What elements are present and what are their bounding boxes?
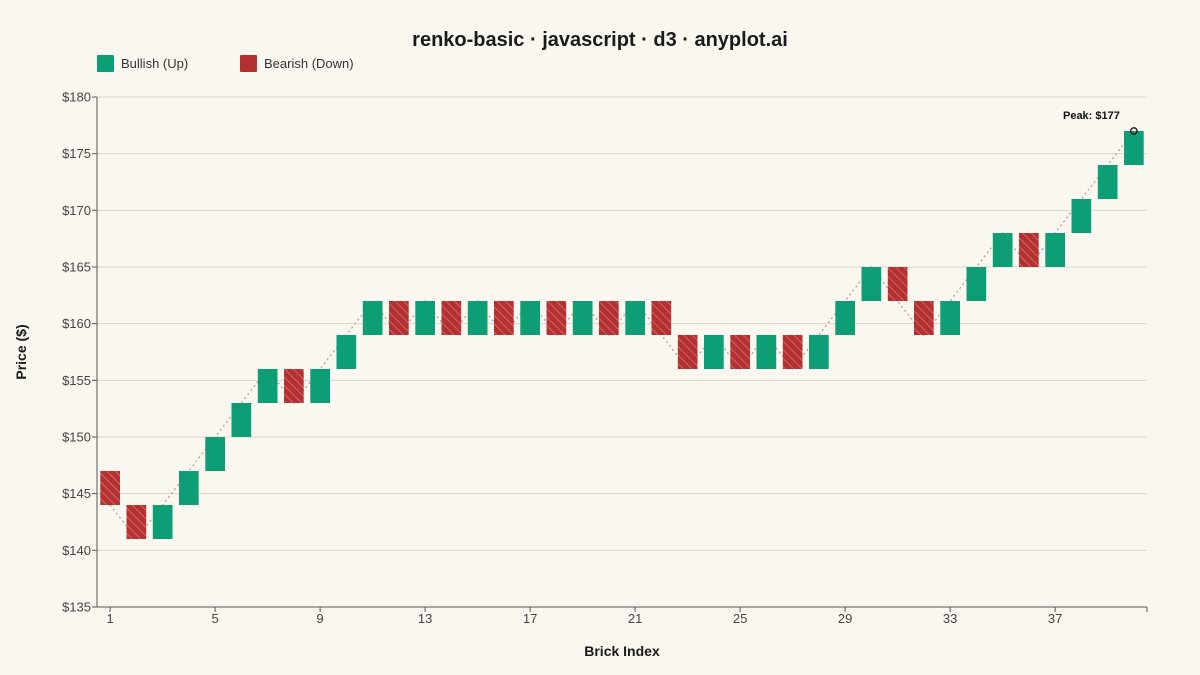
- axes: $135 $140 $145 $150 $155 $160 $165 $170 $175 $180…: [62, 90, 1148, 626]
- x-tick-label: 1: [107, 611, 114, 626]
- brick-bullish: [1097, 165, 1118, 199]
- peak-marker: [1130, 127, 1138, 135]
- brick-bullish: [835, 301, 855, 335]
- x-tick-label: 9: [317, 611, 324, 626]
- x-tick-label: 29: [838, 611, 852, 626]
- brick-bullish: [231, 403, 252, 437]
- y-tick-label: $170: [62, 203, 91, 218]
- legend-swatch-bullish: [97, 55, 114, 72]
- x-tick-label: 33: [943, 611, 957, 626]
- bricks: [100, 131, 1144, 539]
- brick-bullish: [572, 301, 593, 335]
- y-tick-label: $155: [62, 373, 91, 388]
- brick-bullish: [362, 301, 383, 335]
- brick-bearish: [730, 335, 750, 369]
- brick-bearish: [494, 301, 514, 335]
- brick-bearish: [284, 369, 304, 403]
- brick-bullish: [992, 233, 1013, 267]
- brick-bullish: [1124, 131, 1144, 165]
- y-tick-label: $135: [62, 600, 91, 615]
- brick-bearish: [126, 505, 147, 539]
- brick-bullish: [1071, 199, 1092, 233]
- legend-label-bullish: Bullish (Up): [121, 56, 188, 71]
- y-tick-label: $160: [62, 316, 91, 331]
- x-tick-label: 21: [628, 611, 642, 626]
- brick-bearish: [100, 471, 120, 505]
- brick-bearish: [1019, 233, 1039, 267]
- brick-bearish: [389, 301, 409, 335]
- brick-bullish: [861, 267, 882, 301]
- brick-bullish: [520, 301, 540, 335]
- y-tick-label: $175: [62, 146, 91, 161]
- brick-bullish: [1045, 233, 1065, 267]
- price-path: [109, 130, 1135, 541]
- brick-bearish: [441, 301, 462, 335]
- brick-bearish: [546, 301, 567, 335]
- brick-bullish: [415, 301, 435, 335]
- brick-bullish: [310, 369, 330, 403]
- brick-bullish: [625, 301, 645, 335]
- y-tick-label: $145: [62, 486, 91, 501]
- x-tick-label: 5: [212, 611, 219, 626]
- brick-bullish: [467, 301, 488, 335]
- brick-bullish: [152, 505, 173, 539]
- brick-bearish: [651, 301, 672, 335]
- brick-bullish: [940, 301, 960, 335]
- brick-bullish: [966, 267, 987, 301]
- x-tick-label: 17: [523, 611, 537, 626]
- x-axis-title: Brick Index: [584, 643, 660, 659]
- brick-bullish: [179, 471, 199, 505]
- brick-bullish: [756, 335, 777, 369]
- brick-bearish: [599, 301, 619, 335]
- grid: [97, 96, 1147, 608]
- brick-bullish: [704, 335, 724, 369]
- price-path-line: [109, 130, 1135, 541]
- legend-swatch-bearish: [240, 55, 257, 72]
- x-tick-label: 37: [1048, 611, 1062, 626]
- brick-bullish: [336, 335, 357, 369]
- legend: Bullish (Up) Bearish (Down): [97, 55, 354, 72]
- legend-item-bullish: Bullish (Up): [97, 55, 188, 72]
- peak-annotation-label: Peak: $177: [1063, 110, 1120, 122]
- y-tick-label: $180: [62, 90, 91, 105]
- brick-bearish: [914, 301, 934, 335]
- x-tick-label: 25: [733, 611, 747, 626]
- y-axis-title: Price ($): [13, 324, 29, 379]
- brick-bearish: [677, 335, 698, 369]
- y-tick-label: $140: [62, 543, 91, 558]
- brick-bullish: [257, 369, 278, 403]
- brick-bearish: [782, 335, 803, 369]
- y-tick-label: $165: [62, 260, 91, 275]
- y-tick-label: $150: [62, 430, 91, 445]
- legend-label-bearish: Bearish (Down): [264, 56, 354, 71]
- x-tick-label: 13: [418, 611, 432, 626]
- annotations: Peak: $177: [1063, 110, 1138, 135]
- brick-bullish: [205, 437, 225, 471]
- legend-item-bearish: Bearish (Down): [240, 55, 354, 72]
- brick-bullish: [809, 335, 829, 369]
- chart-title: renko-basic · javascript · d3 · anyplot.…: [412, 29, 788, 51]
- brick-bearish: [887, 267, 908, 301]
